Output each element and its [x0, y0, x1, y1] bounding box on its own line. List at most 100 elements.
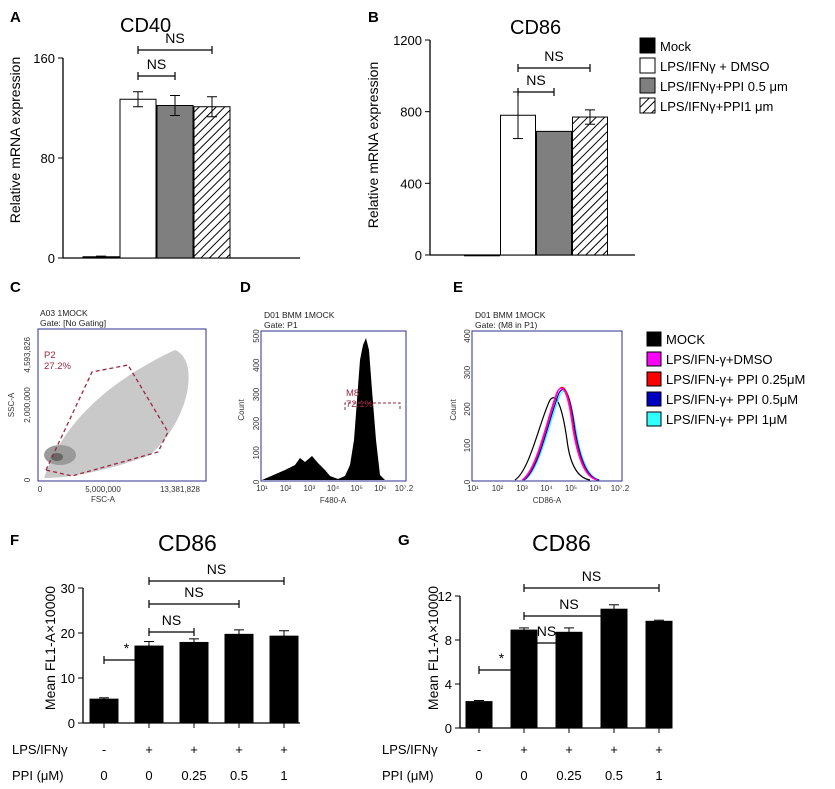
legend-swatch [646, 371, 662, 387]
comparison-label: NS [162, 612, 181, 628]
flow-e-gate: Gate: (M8 in P1) [475, 320, 538, 330]
chart-b-ylabel: Relative mRNA expression [365, 62, 381, 229]
comparison-label: * [124, 640, 130, 656]
panel-label-f: F [10, 532, 19, 549]
legend-label: LPS/IFN-γ+DMSO [666, 352, 773, 367]
flow-ytick: 100 [463, 438, 472, 452]
legend-swatch [639, 37, 656, 54]
flow-ytick: 0 [252, 479, 261, 484]
comparison-label: NS [526, 72, 545, 88]
ppi-dose: 0.5 [605, 768, 623, 783]
legend-label: LPS/IFNγ+PPI1 μm [660, 99, 773, 114]
panel-label-c: C [10, 279, 21, 296]
scatter-density-peak [51, 453, 63, 461]
flow-c-gate: Gate: [No Gating] [40, 318, 106, 328]
comparison-label: NS [165, 30, 184, 46]
chart-g-lps-label: LPS/IFNγ [382, 742, 438, 757]
flow-d-histogram [262, 338, 385, 480]
flow-c-ylabel: SSC-A [7, 392, 16, 417]
comparison-label: NS [537, 623, 556, 639]
flow-e-ylabel: Count [449, 399, 458, 421]
flow-c-cloud: P2 27.2% [44, 350, 189, 478]
flow-xtick: 10⁵ [351, 484, 363, 493]
flow-d-frame [260, 330, 407, 482]
flow-e-sample: D01 BMM 1MOCK [475, 310, 546, 320]
flow-c-ytick: 2,000,000 [23, 387, 32, 423]
flow-c-xlabel: FSC-A [91, 495, 116, 504]
panel-label-g: G [398, 532, 410, 549]
flow-c-sample: A03 1MOCK [40, 308, 88, 318]
flow-xtick: 10⁷.2 [611, 484, 630, 493]
flow-ytick: 200 [463, 402, 472, 416]
flow-xtick: 10¹ [256, 484, 268, 493]
flow-xtick: 10⁴ [327, 484, 340, 493]
comparison-label: NS [207, 561, 226, 577]
flow-e-xlabel: CD86-A [533, 496, 562, 505]
legend-cde: MOCK LPS/IFN-γ+DMSO LPS/IFN-γ+ PPI 0.25μM L… [646, 331, 805, 427]
lps-indicator: + [520, 742, 528, 757]
bar [555, 631, 583, 729]
panel-label-e: E [453, 279, 463, 296]
comparison-label: * [499, 650, 505, 666]
ppi-dose: 1 [655, 768, 662, 783]
y-tick-label: 1200 [393, 33, 422, 48]
legend-swatch [646, 331, 662, 347]
flow-ytick: 200 [252, 416, 261, 430]
bar [465, 701, 493, 729]
ppi-dose: 1 [280, 768, 287, 783]
flow-xtick: 10⁷.2 [395, 484, 414, 493]
comparison-label: NS [544, 48, 563, 64]
chart-f-rows: - + + + +0 0 0.25 0.5 1 [100, 742, 287, 783]
flow-d-gate-name: M8 [346, 388, 359, 399]
chart-g-rows: - + + + +0 0 0.25 0.5 1 [475, 742, 662, 783]
panel-label-d: D [240, 279, 251, 296]
flow-xtick: 10⁴ [540, 484, 553, 493]
bar [464, 254, 500, 257]
bar [119, 98, 157, 259]
flow-c-gate-name: P2 [44, 350, 56, 361]
y-tick-label: 80 [41, 151, 55, 166]
ppi-dose: 0 [145, 768, 152, 783]
flow-d-xlabel: F480-A [320, 496, 347, 505]
y-tick-label: 4 [445, 677, 452, 692]
flow-xtick: 10¹ [467, 484, 479, 493]
bar [536, 130, 572, 256]
chart-a-title: CD40 [120, 15, 171, 37]
flow-d-ylabel: Count [237, 399, 246, 421]
flow-d-sample: D01 BMM 1MOCK [264, 310, 335, 320]
flow-c-ytick: 4,593,826 [23, 336, 32, 372]
lps-indicator: + [655, 742, 663, 757]
y-tick-label: 0 [68, 716, 75, 731]
ppi-dose: 0 [100, 768, 107, 783]
ppi-dose: 0 [520, 768, 527, 783]
comparison-label: NS [184, 584, 203, 600]
y-tick-label: 400 [400, 176, 422, 191]
y-tick-label: 30 [61, 581, 75, 596]
legend-label: MOCK [666, 332, 705, 347]
lps-indicator: + [190, 742, 198, 757]
legend-swatch [646, 351, 662, 367]
legend-swatch [639, 77, 656, 94]
flow-d-gate-pct: 72.1% [346, 399, 373, 410]
bar [179, 641, 209, 724]
flow-xtick: 10² [492, 484, 504, 493]
ppi-dose: 0 [475, 768, 482, 783]
chart-a: 0 80 160 NS NS [33, 30, 300, 266]
flow-xtick: 10⁶ [374, 484, 386, 493]
bar [572, 116, 608, 256]
flow-d-gate: Gate: P1 [264, 320, 298, 330]
flow-ytick: 400 [252, 358, 261, 372]
legend-swatch [639, 57, 656, 74]
flow-ytick: 0 [463, 479, 472, 484]
flow-c-xtick: 13,381,828 [160, 485, 201, 494]
lps-indicator: - [102, 742, 106, 757]
scatter-density-area [44, 350, 189, 478]
ppi-dose: 0.25 [556, 768, 581, 783]
y-tick-label: 0 [445, 721, 452, 736]
ppi-dose: 0.5 [230, 768, 248, 783]
bar [600, 608, 628, 729]
bar [224, 633, 254, 724]
flow-ytick: 100 [252, 446, 261, 460]
chart-f-lps-label: LPS/IFNγ [12, 742, 68, 757]
